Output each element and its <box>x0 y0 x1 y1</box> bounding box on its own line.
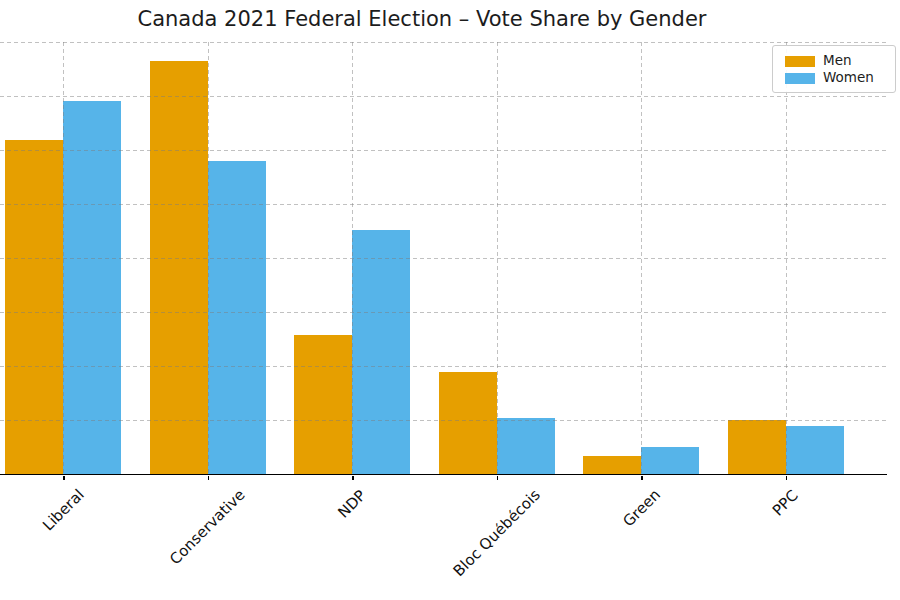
bar-women-conservative <box>208 161 266 474</box>
h-gridline-10 <box>0 366 886 367</box>
plot-area <box>0 42 886 474</box>
bar-men-ndp <box>294 335 352 474</box>
legend-item-women: Women <box>785 70 885 86</box>
bar-women-bloc-qu-b-cois <box>497 418 555 474</box>
x-tick-green <box>641 476 643 481</box>
legend: Men Women <box>772 45 896 93</box>
legend-label-women: Women <box>823 71 874 85</box>
bar-women-liberal <box>63 101 121 474</box>
x-axis-line <box>0 474 887 476</box>
bar-men-green <box>583 456 641 474</box>
legend-item-men: Men <box>785 53 885 69</box>
x-tick-liberal <box>63 476 65 481</box>
h-gridline-35 <box>0 96 886 97</box>
bar-men-ppc <box>728 420 786 474</box>
bar-men-conservative <box>150 61 208 474</box>
bar-chart-figure: Canada 2021 Federal Election – Vote Shar… <box>0 0 900 600</box>
x-label-conservative: Conservative <box>166 486 248 568</box>
v-gridline-bloc-qu-b-cois <box>497 42 498 474</box>
h-gridline-30 <box>0 150 886 151</box>
h-gridline-40 <box>0 42 886 43</box>
legend-swatch-men <box>785 56 815 67</box>
v-gridline-ppc <box>786 42 787 474</box>
chart-title: Canada 2021 Federal Election – Vote Shar… <box>0 7 844 31</box>
x-tick-conservative <box>208 476 210 481</box>
bar-women-ndp <box>352 230 410 474</box>
x-label-green: Green <box>619 486 664 531</box>
x-tick-ppc <box>786 476 788 481</box>
x-label-liberal: Liberal <box>39 486 88 535</box>
x-label-ndp: NDP <box>334 486 369 521</box>
legend-label-men: Men <box>823 54 852 68</box>
bar-women-green <box>641 447 699 474</box>
legend-swatch-women <box>785 73 815 84</box>
v-gridline-green <box>641 42 642 474</box>
bar-men-liberal <box>5 140 63 474</box>
x-tick-bloc-qu-b-cois <box>497 476 499 481</box>
h-gridline-25 <box>0 204 886 205</box>
h-gridline-20 <box>0 258 886 259</box>
bar-women-ppc <box>786 426 844 474</box>
x-tick-ndp <box>352 476 354 481</box>
x-label-bloc-qu-b-cois: Bloc Québécois <box>450 486 544 580</box>
x-label-ppc: PPC <box>769 486 802 519</box>
h-gridline-15 <box>0 312 886 313</box>
bar-men-bloc-qu-b-cois <box>439 372 497 474</box>
